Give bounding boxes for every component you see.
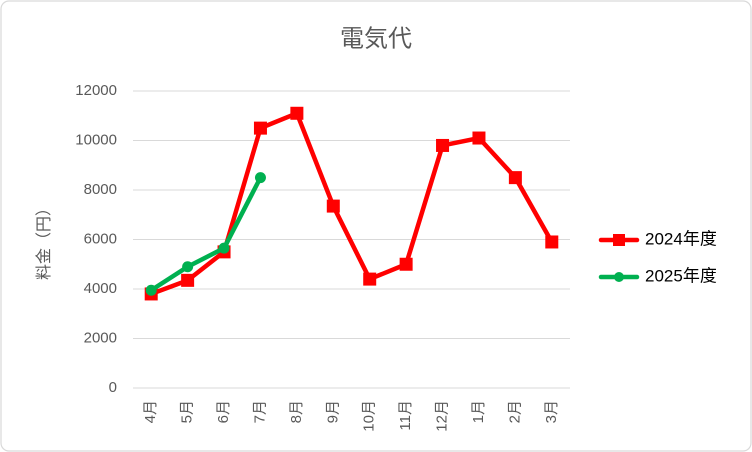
plot-series (144, 106, 559, 301)
y-tick-label: 2000 (84, 329, 117, 346)
series-1-point (472, 131, 486, 145)
y-tick-label: 8000 (84, 181, 117, 198)
y-tick-label: 12000 (75, 82, 117, 99)
legend-label: 2025年度 (645, 266, 717, 285)
legend-entry: 2025年度 (598, 266, 717, 285)
x-tick-label: 11月 (397, 400, 414, 431)
x-tick-label: 8月 (288, 400, 305, 423)
y-tick-label: 0 (109, 379, 117, 396)
series-1-point (399, 257, 413, 271)
series-2-point (182, 261, 194, 273)
series-2-line (148, 175, 263, 293)
y-tick-label: 6000 (84, 230, 117, 247)
series-1-point (508, 171, 522, 185)
x-tick-label: 1月 (470, 400, 487, 423)
series-2-point (254, 172, 266, 184)
x-tick-label: 12月 (434, 400, 451, 432)
series-1-point (545, 235, 559, 249)
x-tick-label: 9月 (324, 400, 341, 423)
series-2-point (218, 242, 230, 254)
x-tick-label: 4月 (142, 400, 159, 423)
legend-marker (613, 234, 625, 246)
series-1-point (181, 273, 195, 287)
x-tick-label: 5月 (179, 400, 196, 423)
y-tick-label: 4000 (84, 280, 117, 297)
series-1-point (363, 272, 377, 286)
series-1-point (326, 199, 340, 213)
x-tick-label: 6月 (215, 400, 232, 423)
legend-label: 2024年度 (645, 229, 717, 248)
x-tick-label: 2月 (506, 400, 523, 423)
series-2-point (145, 284, 157, 296)
series-1-point (290, 106, 304, 120)
x-tick-label: 7月 (251, 400, 268, 423)
series-1-point (253, 121, 267, 135)
x-axis: 4月 5月 6月 7月 8月 9月 10月 11月 12月 1月 2月 3月 (133, 387, 570, 432)
y-tick-label: 10000 (75, 131, 117, 148)
chart-title: 電気代 (340, 25, 412, 52)
legend: 2024年度 2025年度 (598, 229, 717, 285)
x-tick-label: 3月 (543, 400, 560, 423)
x-tick-label: 10月 (361, 400, 378, 432)
y-axis-title: 料金（円） (35, 200, 53, 280)
series-1-point (436, 138, 450, 152)
legend-entry: 2024年度 (598, 229, 717, 248)
series-2 (145, 172, 266, 296)
legend-marker (614, 272, 624, 282)
y-axis-tick-labels: 0 2000 4000 6000 8000 10000 12000 (75, 82, 117, 396)
